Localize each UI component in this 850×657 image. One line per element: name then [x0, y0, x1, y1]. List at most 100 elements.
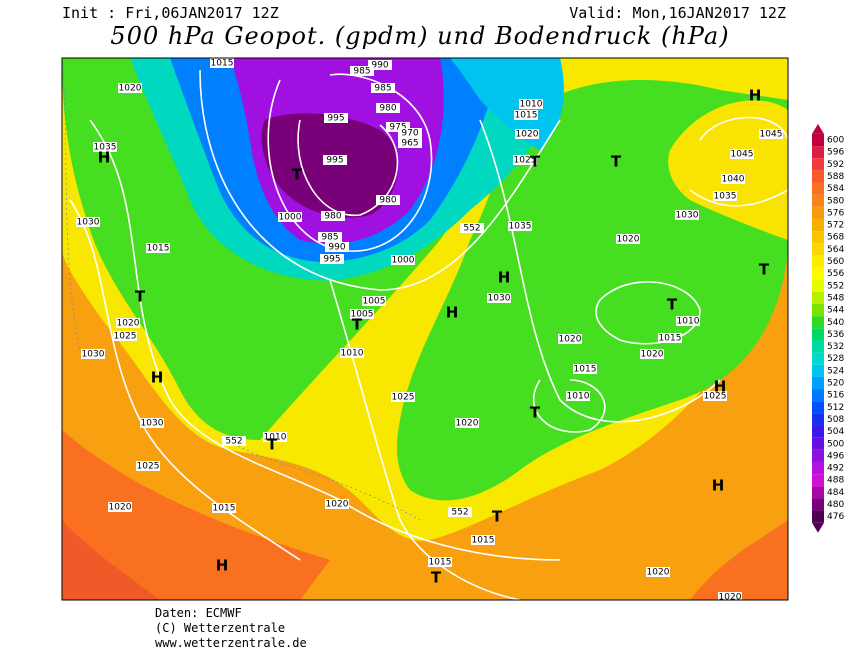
isobar-label-bg [212, 503, 236, 513]
colorbar-label: 488 [827, 476, 844, 486]
isobar-label: 1015 [147, 244, 170, 254]
colorbar-label: 600 [827, 136, 844, 146]
colorbar-label: 512 [827, 403, 844, 413]
isobar-label-bg [108, 502, 132, 512]
isobar-label: 985 [321, 233, 338, 243]
colorbar-swatch [812, 401, 824, 414]
pressure-center: H [216, 557, 229, 575]
colorbar-swatch [812, 474, 824, 487]
isobar-label-bg [514, 110, 538, 120]
isobar-label-bg [146, 243, 170, 253]
isobar-label-bg [713, 191, 737, 201]
isobar-label-bg [324, 113, 348, 123]
pressure-center: H [98, 149, 111, 167]
colorbar-swatch [812, 352, 824, 365]
map-title: 500 hPa Geopot. (gpdm) und Bodendruck (h… [110, 22, 729, 50]
isobar-label-bg [640, 349, 664, 359]
init-time: Init : Fri,06JAN2017 12Z [62, 4, 279, 22]
isobar-label-bg [118, 83, 142, 93]
isobar-label-bg [721, 174, 745, 184]
isobar-label: 1045 [760, 130, 783, 140]
isobar-label-bg [718, 592, 742, 600]
pressure-center: T [530, 153, 541, 171]
isobar-label: 975 [389, 123, 406, 133]
isobar-label-bg [455, 418, 479, 428]
isobar-label: 1010 [520, 100, 543, 110]
colorbar-swatch [812, 243, 824, 256]
isobar-label: 1025 [114, 332, 137, 342]
isobar-label-bg [263, 432, 287, 442]
pressure-center: H [749, 87, 762, 105]
isobar-label-bg [487, 293, 511, 303]
isobar-label: 1020 [117, 319, 140, 329]
isobar-label-bg [573, 364, 597, 374]
colorbar-swatch [812, 437, 824, 450]
isobar-label: 1025 [392, 393, 415, 403]
isobar-label: 1000 [392, 256, 415, 266]
isobar-label: 995 [326, 156, 343, 166]
isobar-label: 1020 [109, 503, 132, 513]
colorbar-swatch [812, 413, 824, 426]
colorbar-swatch [812, 449, 824, 462]
colorbar-label: 476 [827, 512, 844, 522]
isobar-label: 1030 [488, 294, 511, 304]
isobar-label: 1045 [731, 150, 754, 160]
isobar-label: 1035 [509, 222, 532, 232]
isobar-label: 1020 [456, 419, 479, 429]
isobar-label-bg [428, 557, 452, 567]
colorbar-label: 588 [827, 172, 844, 182]
colorbar-swatch [812, 218, 824, 232]
colorbar-label: 564 [827, 245, 844, 255]
colorbar-swatch [812, 291, 824, 305]
colorbar-swatch [812, 510, 824, 523]
isobar-label: 970 [401, 129, 418, 139]
pressure-center: T [759, 261, 770, 279]
colorbar-swatch [812, 376, 824, 390]
colorbar: 600 596 592 588 584 580 576 572 568 564 560 556 552 5… [812, 123, 844, 533]
isobar-label-bg [391, 392, 415, 402]
isobar-label: 1025 [514, 156, 537, 166]
colorbar-label: 480 [827, 500, 844, 510]
isobar-label: 995 [323, 255, 340, 265]
isobar-label: 1020 [326, 500, 349, 510]
isobar-label: 990 [371, 61, 388, 71]
pressure-center: T [667, 296, 678, 314]
isobar-label-bg [93, 142, 117, 152]
pressure-center: H [712, 477, 725, 495]
colorbar-label: 540 [827, 318, 844, 328]
pressure-center: H [446, 304, 459, 322]
isobar-label-bg [675, 210, 699, 220]
isobar-label-bg [616, 234, 640, 244]
colorbar-bottom-arrow [812, 522, 824, 533]
isobar-label-bg [398, 138, 422, 148]
colorbar-swatch [812, 279, 824, 292]
colorbar-swatch [812, 231, 824, 244]
colorbar-label: 536 [827, 330, 844, 340]
isobar-label-bg [448, 507, 472, 517]
isobar-label-bg [113, 331, 137, 341]
isobar-label-bg [350, 309, 374, 319]
isobar-label: 1005 [351, 310, 374, 320]
colorbar-swatch [812, 158, 824, 171]
isobar-label: 1020 [119, 84, 142, 94]
isobar-label: 552 [451, 508, 468, 518]
pressure-center: T [292, 166, 303, 184]
isobar-label: 1020 [516, 130, 539, 140]
colorbar-label: 516 [827, 391, 844, 401]
isobar-label-bg [325, 499, 349, 509]
isobar-label: 552 [463, 224, 480, 234]
isobar-label: 985 [374, 84, 391, 94]
colorbar-swatch [812, 389, 824, 402]
colorbar-swatch [812, 206, 824, 219]
isobar-label: 552 [225, 437, 242, 447]
colorbar-swatch [812, 255, 824, 268]
isobar-label-bg [368, 60, 392, 70]
colorbar-swatch [812, 170, 824, 183]
isobar-label: 1015 [472, 536, 495, 546]
isobar-label: 1030 [141, 419, 164, 429]
isobar-label: 980 [324, 212, 341, 222]
isobar-label: 995 [327, 114, 344, 124]
isobar-label-bg [703, 391, 727, 401]
isobar-label: 1020 [617, 235, 640, 245]
isobar-label-bg [676, 316, 700, 326]
